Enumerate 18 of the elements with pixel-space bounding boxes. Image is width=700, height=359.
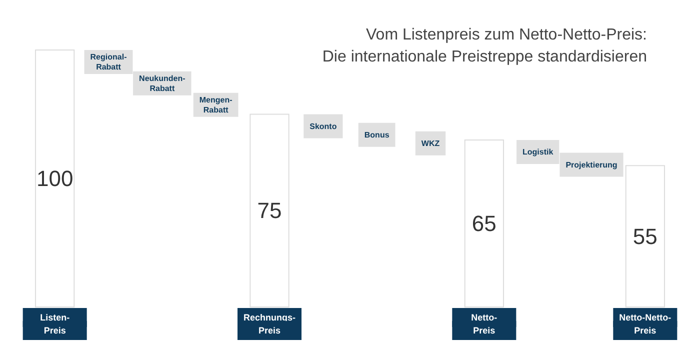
x-tick-label: Skonto [310,122,337,131]
x-tick-label: Netto-Preis [471,312,498,336]
chart-title: Vom Listenpreis zum Netto-Netto-Preis: [366,26,648,44]
data-label: 65 [472,210,496,236]
data-label: 100 [36,166,74,191]
x-tick-label: Bonus [364,130,390,140]
chart-subtitle: Die internationale Preistreppe standardisieren [322,48,648,66]
data-label: 55 [632,224,658,249]
x-tick-label: Logistik [522,147,554,156]
x-tick-label: WKZ [421,138,440,148]
x-tick-label: Mengen-Rabatt [199,95,233,114]
x-tick-label: Listen-Preis [40,312,70,336]
x-tick-label: Regional-Rabatt [90,52,128,72]
x-tick-label: Netto-Netto-Preis [619,312,672,336]
x-tick-label: Neukunden-Rabatt [139,74,186,93]
data-label: 75 [257,198,282,224]
x-tick-label: Rechnungs-Preis [243,312,296,336]
x-tick-label: Projektierung [566,160,618,170]
